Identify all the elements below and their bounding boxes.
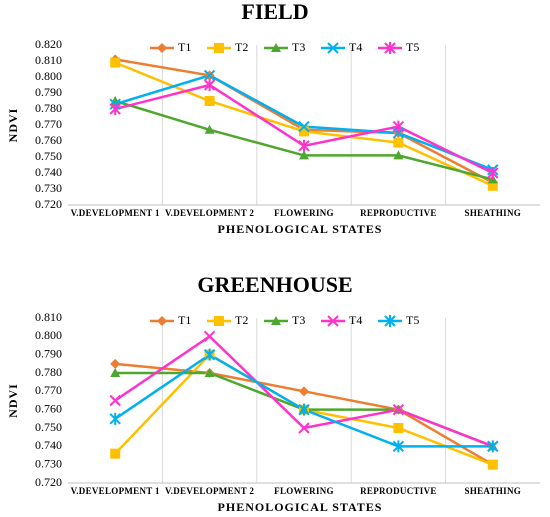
marker xyxy=(298,422,310,434)
x-tick-label: REPRODUCTIVE xyxy=(360,486,437,496)
marker xyxy=(203,79,216,91)
y-tick-label: 0.720 xyxy=(35,475,62,489)
marker xyxy=(157,316,167,326)
chart: 0.720 0.730 0.740 0.750 0.760 0.770 0.780 0.790… xyxy=(6,0,540,236)
marker xyxy=(299,126,309,137)
legend-label: T1 xyxy=(178,313,191,327)
x-axis-title: PHENOLOGICAL STATES xyxy=(218,500,383,514)
y-axis-title: NDVI xyxy=(6,383,20,418)
x-tick-label: SHEATHING xyxy=(465,208,522,218)
marker xyxy=(214,316,224,326)
x-tick-label: SHEATHING xyxy=(465,486,522,496)
y-tick-label: 0.770 xyxy=(35,383,62,397)
x-tick-label: V.DEVELOPMENT 1 xyxy=(71,208,160,218)
marker xyxy=(203,69,216,82)
marker xyxy=(110,448,121,459)
marker xyxy=(157,43,167,53)
chart-title: FIELD xyxy=(241,0,308,24)
marker xyxy=(110,57,121,68)
marker xyxy=(299,150,309,160)
y-tick-label: 0.730 xyxy=(35,181,62,195)
y-tick-label: 0.720 xyxy=(35,197,62,211)
marker xyxy=(298,403,310,416)
legend-label: T2 xyxy=(235,313,248,327)
marker xyxy=(384,42,396,54)
marker xyxy=(487,459,498,470)
y-tick-label: 0.790 xyxy=(35,85,62,99)
y-tick-label: 0.800 xyxy=(35,69,62,83)
marker xyxy=(393,150,404,160)
marker xyxy=(299,386,309,397)
marker xyxy=(392,120,405,133)
y-tick-label: 0.800 xyxy=(35,328,62,342)
marker xyxy=(204,96,215,106)
marker xyxy=(271,43,281,52)
y-tick-label: 0.770 xyxy=(35,117,62,131)
marker xyxy=(327,42,339,54)
marker xyxy=(487,180,498,191)
chart-title: GREENHOUSE xyxy=(197,272,352,297)
x-axis-title: PHENOLOGICAL STATES xyxy=(218,222,383,236)
marker xyxy=(487,440,499,453)
y-tick-label: 0.750 xyxy=(35,149,62,163)
legend-label: T4 xyxy=(349,313,362,327)
x-tick-label: FLOWERING xyxy=(274,208,334,218)
legend-label: T1 xyxy=(178,40,191,54)
y-tick-label: 0.740 xyxy=(35,438,62,452)
marker xyxy=(487,167,499,179)
series-line xyxy=(114,61,494,187)
marker xyxy=(110,358,121,369)
y-tick-label: 0.810 xyxy=(35,53,62,67)
x-tick-label: REPRODUCTIVE xyxy=(360,208,437,218)
legend-label: T5 xyxy=(406,313,419,327)
y-tick-label: 0.760 xyxy=(35,401,62,415)
marker xyxy=(109,103,121,115)
marker xyxy=(298,139,310,152)
marker xyxy=(393,423,404,433)
y-tick-label: 0.750 xyxy=(35,420,62,434)
y-tick-label: 0.740 xyxy=(35,165,62,179)
marker xyxy=(109,394,121,407)
legend-label: T4 xyxy=(349,40,362,54)
marker xyxy=(204,368,215,377)
legend-label: T3 xyxy=(292,313,305,327)
y-tick-label: 0.760 xyxy=(35,133,62,147)
marker xyxy=(271,316,281,325)
marker xyxy=(393,137,404,148)
chart: 0.720 0.730 0.740 0.750 0.760 0.770 0.780 0.790… xyxy=(6,272,540,514)
marker xyxy=(109,412,121,425)
marker xyxy=(298,120,310,133)
marker xyxy=(203,330,216,343)
y-tick-label: 0.820 xyxy=(35,37,62,51)
legend-label: T5 xyxy=(406,40,419,54)
marker xyxy=(204,124,215,134)
y-tick-label: 0.810 xyxy=(35,310,62,324)
legend-label: T3 xyxy=(292,40,305,54)
marker xyxy=(384,315,396,327)
y-tick-label: 0.780 xyxy=(35,365,62,379)
x-tick-label: FLOWERING xyxy=(274,486,334,496)
y-tick-label: 0.730 xyxy=(35,456,62,470)
legend-label: T2 xyxy=(235,40,248,54)
marker xyxy=(203,348,216,361)
marker xyxy=(392,440,405,453)
y-axis-title: NDVI xyxy=(6,108,20,143)
marker xyxy=(327,315,339,327)
marker xyxy=(214,43,224,53)
x-tick-label: V.DEVELOPMENT 2 xyxy=(165,208,254,218)
y-tick-label: 0.780 xyxy=(35,101,62,115)
marker xyxy=(110,368,121,377)
marker xyxy=(392,403,405,416)
x-tick-label: V.DEVELOPMENT 2 xyxy=(165,486,254,496)
x-tick-label: V.DEVELOPMENT 1 xyxy=(71,486,160,496)
y-tick-label: 0.790 xyxy=(35,346,62,360)
